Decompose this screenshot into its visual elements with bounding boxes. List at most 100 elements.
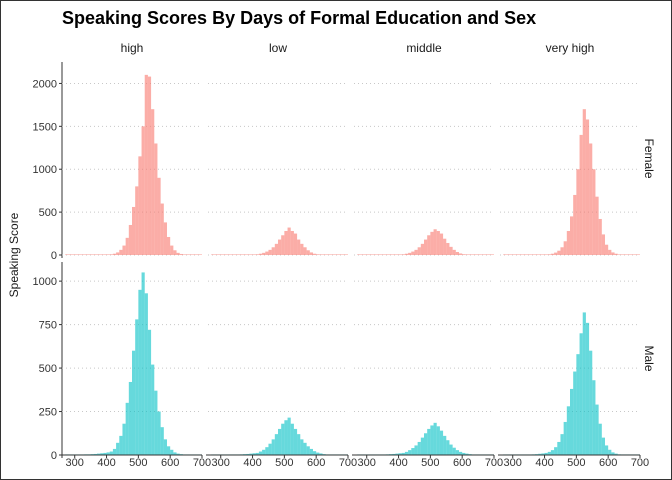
histogram-bar — [249, 254, 253, 255]
histogram-bar — [284, 420, 288, 455]
histogram-bar — [538, 254, 542, 255]
histogram-bar — [154, 143, 158, 255]
histogram-bar — [103, 254, 107, 255]
histogram-bar — [528, 254, 532, 255]
x-tick-label: 400 — [535, 457, 553, 469]
histogram-bar — [411, 448, 415, 455]
histogram-bar — [357, 254, 361, 255]
histogram-bar — [436, 426, 440, 455]
histogram-bar — [262, 252, 266, 255]
histogram-bar — [598, 218, 602, 255]
histogram-bar — [554, 447, 558, 455]
histogram-bar — [87, 254, 91, 255]
histogram-bar — [490, 254, 494, 255]
histogram-bar — [163, 439, 167, 455]
x-tick-label: 700 — [339, 457, 357, 469]
histogram-bar — [147, 329, 152, 455]
x-tick-label: 500 — [275, 457, 293, 469]
histogram-bar — [328, 254, 333, 255]
histogram-bar — [446, 242, 450, 255]
histogram-bar — [436, 230, 440, 255]
histogram-bar — [433, 422, 437, 455]
histogram-bar — [398, 254, 402, 255]
histogram-bar — [376, 254, 380, 255]
histogram-bar — [427, 428, 431, 455]
histogram-bar — [160, 203, 164, 255]
histogram-bar — [84, 254, 88, 255]
histogram-bar — [462, 254, 466, 255]
histogram-bar — [455, 450, 459, 455]
histogram-bar — [525, 254, 529, 255]
histogram-bar — [404, 451, 409, 455]
histogram-bar — [465, 254, 469, 255]
histogram-bar — [544, 254, 548, 255]
histogram-bar — [157, 411, 161, 455]
histogram-bar — [401, 452, 405, 455]
histogram-bar — [236, 254, 240, 255]
histogram-bar — [560, 434, 564, 455]
histogram-bar — [633, 254, 637, 255]
histogram-bar — [455, 251, 459, 255]
histogram-bar — [151, 109, 155, 255]
histogram-bar — [563, 241, 567, 255]
x-tick-label: 400 — [243, 457, 261, 469]
histogram-bar — [265, 251, 269, 255]
histogram-bar — [620, 254, 625, 255]
histogram-bar — [300, 439, 304, 455]
histogram-bar — [147, 76, 152, 256]
histogram-bar — [316, 452, 320, 455]
histogram-bar — [535, 254, 539, 255]
histogram-bar — [173, 250, 177, 255]
histogram-bar — [306, 446, 310, 455]
histogram-bar — [230, 254, 234, 255]
y-axis-label: Speaking Score — [7, 212, 21, 297]
row-facet-label: Male — [642, 345, 656, 371]
histogram-bar — [392, 453, 396, 455]
histogram-bar — [531, 254, 535, 255]
histogram-bar — [443, 238, 447, 255]
histogram-bar — [144, 293, 148, 455]
histogram-bar — [192, 254, 196, 255]
y-tick-label: 500 — [39, 207, 57, 219]
histogram-bar — [605, 244, 609, 255]
histogram-bar — [297, 239, 301, 255]
histogram-bar — [163, 222, 167, 255]
histogram-bar — [297, 434, 301, 455]
histogram-bar — [462, 452, 466, 455]
histogram-bar — [557, 441, 561, 455]
histogram-bar — [182, 254, 187, 255]
histogram-bar — [430, 425, 434, 455]
x-tick-label: 600 — [599, 457, 617, 469]
histogram-bar — [173, 452, 177, 455]
histogram-bar — [411, 251, 415, 255]
histogram-bar — [484, 254, 488, 255]
histogram-bar — [589, 143, 593, 255]
histogram-bar — [573, 371, 577, 455]
histogram-bar — [592, 169, 596, 255]
y-tick-label: 500 — [39, 363, 57, 375]
histogram-bar — [417, 247, 421, 255]
histogram-bar — [125, 237, 129, 255]
histogram-bar — [144, 74, 148, 255]
histogram-bar — [138, 156, 142, 255]
histogram-bar — [605, 445, 609, 455]
facet-panel — [208, 82, 348, 256]
histogram-bar — [608, 449, 612, 455]
facet-panels: high low middle very high Female 0 500 1000 1500… — [33, 41, 656, 469]
histogram-bar — [306, 250, 310, 255]
x-tick-label: 700 — [631, 457, 649, 469]
histogram-bar — [109, 254, 113, 255]
y-tick-label: 1000 — [33, 276, 57, 288]
histogram-bar — [77, 254, 82, 255]
column-facet-label: middle — [406, 41, 442, 55]
histogram-bar — [138, 289, 142, 455]
histogram-bar — [252, 254, 256, 255]
histogram-bar — [284, 230, 288, 255]
histogram-bar — [576, 169, 580, 255]
histogram-bar — [335, 254, 339, 255]
histogram-bar — [100, 254, 104, 255]
x-tick-label: 500 — [421, 457, 439, 469]
histogram-bar — [112, 448, 117, 455]
histogram-bar — [186, 254, 190, 255]
